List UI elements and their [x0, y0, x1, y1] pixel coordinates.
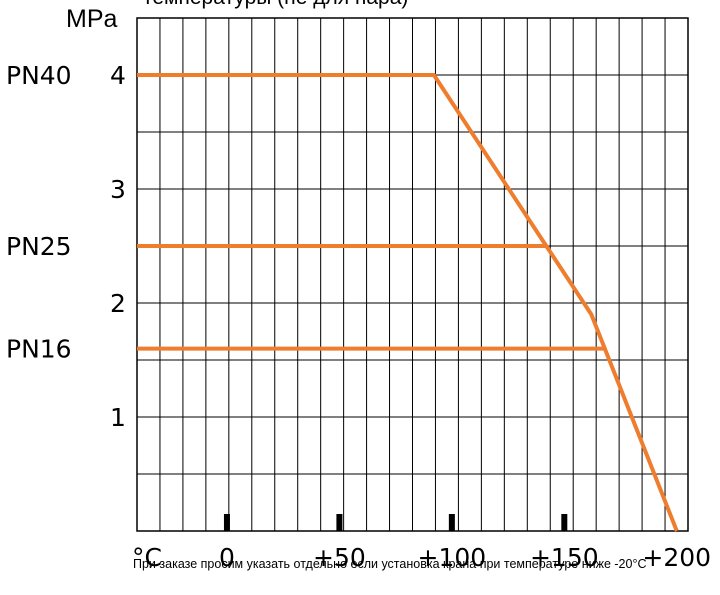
y-tick-label: 3	[110, 175, 126, 204]
plot-frame	[136, 17, 689, 532]
chart-title: температуры (не для пара)	[143, 0, 408, 10]
pressure-class-label: PN25	[6, 232, 72, 261]
y-tick-label: 4	[110, 61, 126, 90]
x-tick-label: +100	[418, 543, 487, 572]
y-tick-label: 2	[110, 289, 126, 318]
x-tick-mark	[336, 514, 343, 531]
x-tick-label: +150	[530, 543, 599, 572]
y-tick-label: 1	[110, 403, 126, 432]
x-axis-label: °C	[132, 543, 162, 572]
x-tick-label: +200	[642, 543, 711, 572]
x-tick-label: 0	[219, 543, 235, 572]
x-tick-mark	[448, 514, 455, 531]
x-tick-label: +50	[313, 543, 366, 572]
y-axis-label: MPa	[66, 5, 118, 33]
x-tick-mark	[223, 514, 230, 531]
pressure-class-label: PN16	[6, 335, 72, 364]
order-note: При заказе просим указать отдельно если …	[133, 557, 647, 571]
pressure-class-label: PN40	[6, 61, 72, 90]
x-tick-mark	[561, 514, 568, 531]
